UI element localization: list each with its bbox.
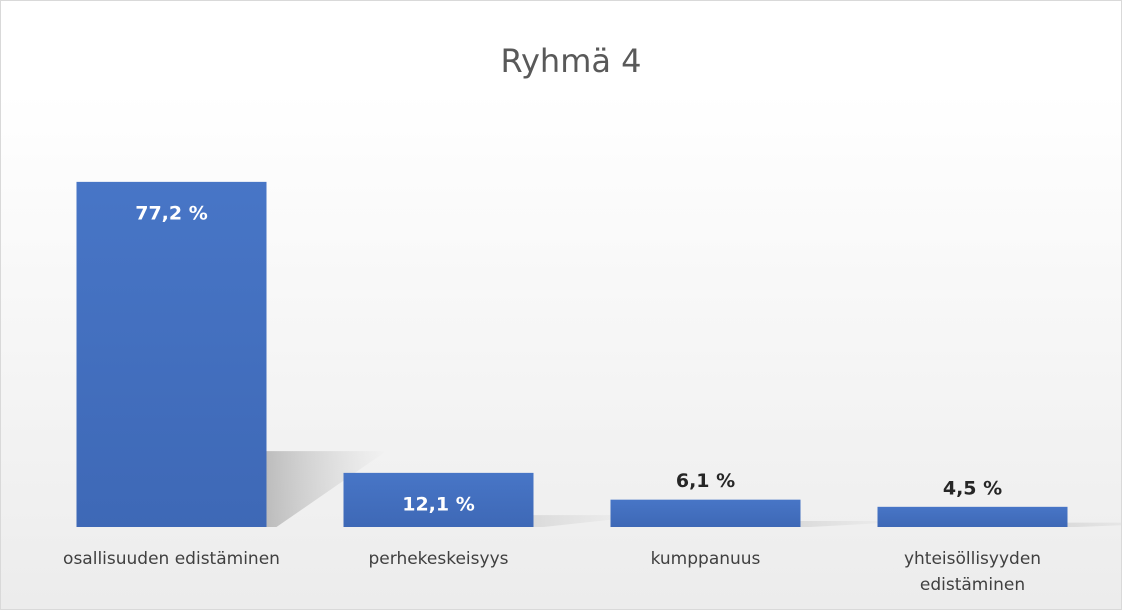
data-label: 77,2 % [135, 202, 208, 224]
data-label: 4,5 % [943, 477, 1002, 499]
bar-shadow [266, 451, 387, 527]
chart-title: Ryhmä 4 [500, 42, 641, 80]
data-label: 12,1 % [402, 493, 475, 515]
bar-shade [610, 499, 801, 527]
x-tick-label: perhekeskeisyys [368, 549, 509, 569]
x-tick-label: osallisuuden edistäminen [63, 549, 280, 569]
x-tick-label: kumppanuus [650, 549, 761, 569]
bar-shade [343, 472, 534, 527]
bar-shade [877, 506, 1068, 527]
x-tick-label: yhteisöllisyyden edistäminen [903, 549, 1042, 595]
data-label: 6,1 % [676, 470, 735, 492]
bar-shade [76, 181, 267, 527]
bar-shadow [1067, 522, 1121, 527]
